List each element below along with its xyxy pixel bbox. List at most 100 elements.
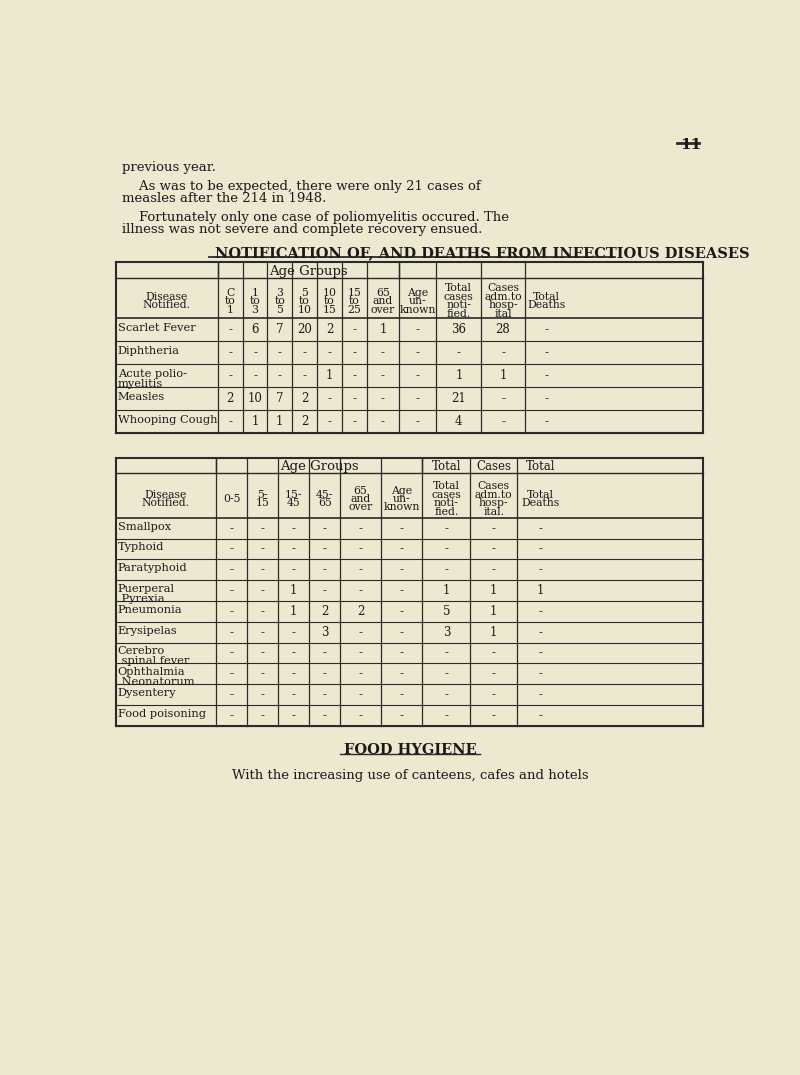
Text: to: to (250, 296, 260, 306)
Text: -: - (261, 626, 265, 639)
Text: to: to (324, 296, 334, 306)
Text: -: - (322, 668, 326, 680)
Text: 1: 1 (290, 584, 298, 597)
Text: -: - (302, 369, 306, 382)
Text: fied.: fied. (434, 506, 458, 517)
Text: 2: 2 (301, 415, 308, 428)
Text: -: - (445, 543, 449, 556)
Text: -: - (322, 708, 326, 721)
Text: -: - (230, 605, 234, 618)
Text: Scarlet Fever: Scarlet Fever (118, 324, 195, 333)
Text: -: - (538, 521, 542, 534)
Text: -: - (261, 605, 265, 618)
Text: Disease: Disease (145, 490, 187, 500)
Text: -: - (399, 708, 403, 721)
Text: 15: 15 (347, 288, 361, 298)
Text: -: - (501, 392, 505, 405)
Text: -: - (445, 521, 449, 534)
Text: -: - (416, 369, 420, 382)
Text: 3: 3 (442, 626, 450, 639)
Text: adm.to: adm.to (484, 291, 522, 302)
Text: -: - (322, 646, 326, 659)
Text: measles after the 214 in 1948.: measles after the 214 in 1948. (122, 192, 326, 205)
Text: -: - (228, 415, 232, 428)
Text: 2: 2 (326, 322, 333, 335)
Text: 1: 1 (251, 288, 258, 298)
Text: -: - (358, 626, 362, 639)
Text: Pneumonia: Pneumonia (118, 605, 182, 615)
Text: Total: Total (533, 291, 560, 302)
Text: noti-: noti- (446, 300, 471, 311)
Text: 45-: 45- (316, 490, 334, 500)
Text: 7: 7 (276, 322, 283, 335)
Text: 0-5: 0-5 (223, 494, 241, 504)
Text: Deaths: Deaths (521, 498, 559, 508)
Text: 25: 25 (347, 304, 361, 315)
Text: -: - (416, 392, 420, 405)
Text: As was to be expected, there were only 21 cases of: As was to be expected, there were only 2… (122, 180, 481, 192)
Text: -: - (538, 543, 542, 556)
Text: 65: 65 (318, 498, 332, 508)
Text: -: - (261, 563, 265, 576)
Text: -: - (399, 605, 403, 618)
Text: -: - (261, 708, 265, 721)
Text: hosp-: hosp- (488, 300, 518, 311)
Text: Fortunately only one case of poliomyelitis occured. The: Fortunately only one case of poliomyelit… (122, 211, 509, 224)
Text: to: to (274, 296, 285, 306)
Text: -: - (228, 322, 232, 335)
Text: myelitis: myelitis (118, 379, 163, 389)
Text: -: - (261, 668, 265, 680)
Text: 1: 1 (379, 322, 386, 335)
Text: -: - (399, 584, 403, 597)
Text: Dysentery: Dysentery (118, 688, 177, 698)
Text: 10: 10 (298, 304, 312, 315)
Text: 2: 2 (321, 605, 329, 618)
Text: -: - (230, 668, 234, 680)
Text: -: - (545, 415, 549, 428)
Text: -: - (230, 688, 234, 701)
Text: -: - (358, 708, 362, 721)
Text: -: - (538, 708, 542, 721)
Text: 1: 1 (442, 584, 450, 597)
Text: -: - (445, 646, 449, 659)
Text: -: - (228, 369, 232, 382)
Text: and: and (350, 494, 370, 504)
Text: -: - (358, 668, 362, 680)
Text: -: - (261, 521, 265, 534)
Text: -: - (399, 521, 403, 534)
Text: Total: Total (526, 460, 555, 473)
Text: -: - (545, 392, 549, 405)
Text: 65: 65 (354, 486, 367, 496)
Text: 1: 1 (499, 369, 506, 382)
Text: -: - (381, 392, 385, 405)
Text: Total: Total (446, 284, 472, 293)
Text: -: - (292, 668, 296, 680)
Text: Whooping Cough: Whooping Cough (118, 415, 218, 426)
Text: -: - (352, 369, 356, 382)
Text: -: - (292, 563, 296, 576)
Text: Measles: Measles (118, 392, 165, 402)
Text: -: - (322, 543, 326, 556)
Text: 28: 28 (496, 322, 510, 335)
Text: -: - (278, 346, 282, 359)
Text: Ophthalmia: Ophthalmia (118, 668, 186, 677)
Text: -: - (278, 369, 282, 382)
Text: un-: un- (409, 296, 426, 306)
Text: -: - (292, 688, 296, 701)
Text: FOOD HYGIENE: FOOD HYGIENE (344, 743, 476, 757)
Text: -: - (538, 626, 542, 639)
Text: over: over (370, 304, 395, 315)
Text: Notified.: Notified. (142, 498, 190, 508)
Text: -: - (261, 543, 265, 556)
Text: -: - (358, 543, 362, 556)
Text: -: - (352, 346, 356, 359)
Text: -: - (538, 646, 542, 659)
Text: -: - (230, 563, 234, 576)
Text: -: - (253, 346, 257, 359)
Text: 45: 45 (287, 498, 301, 508)
Text: -: - (381, 415, 385, 428)
Text: 10: 10 (247, 392, 262, 405)
Text: -: - (322, 563, 326, 576)
Text: 15: 15 (256, 498, 270, 508)
Text: -: - (327, 346, 331, 359)
